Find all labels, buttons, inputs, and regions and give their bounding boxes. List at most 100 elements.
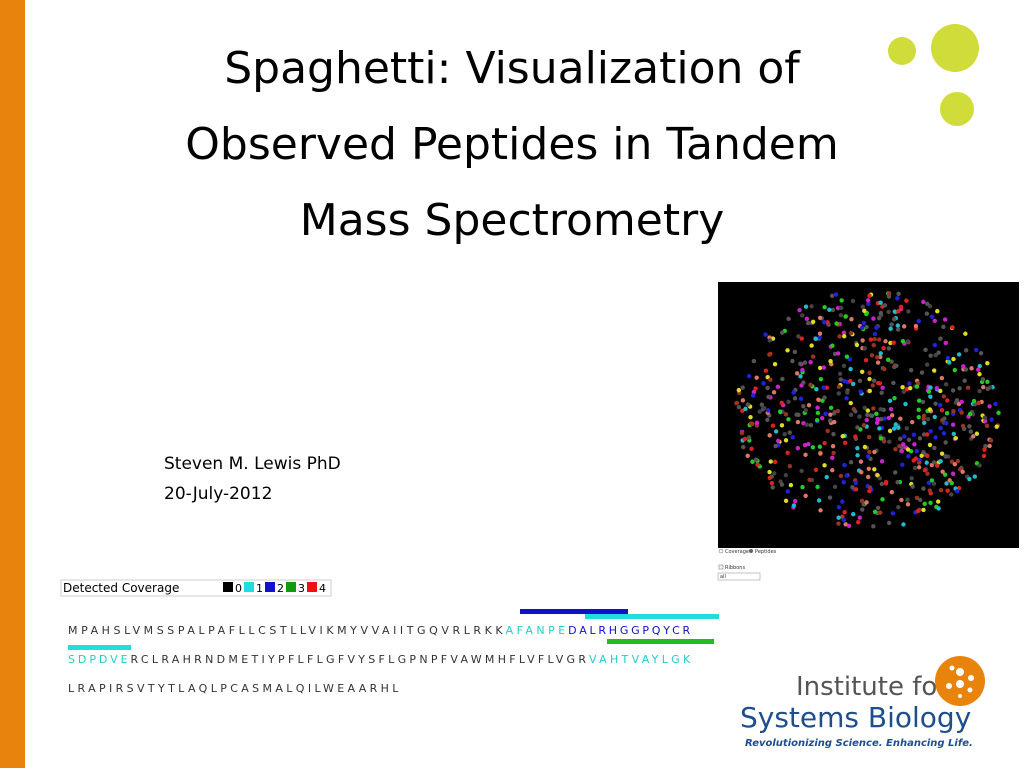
atom (804, 316, 810, 322)
atom (767, 338, 773, 343)
atom (931, 460, 937, 465)
atom (751, 358, 757, 364)
atom (831, 411, 837, 416)
atom (792, 498, 798, 504)
atom (870, 383, 875, 388)
atom (791, 390, 796, 395)
atom (932, 445, 937, 451)
atom (864, 500, 869, 505)
atom (882, 366, 887, 372)
atom (840, 499, 845, 504)
atom (932, 414, 937, 420)
atom (899, 449, 905, 454)
radio[interactable] (718, 548, 724, 554)
atom (821, 385, 826, 390)
side-bar (0, 0, 25, 768)
atom (743, 406, 748, 412)
atom (865, 298, 871, 303)
atom (849, 316, 854, 322)
atom (949, 459, 955, 464)
atom (878, 417, 884, 422)
author-block: Steven M. Lewis PhD 20-July-2012 (164, 454, 341, 504)
atom (889, 322, 894, 327)
select[interactable] (717, 572, 761, 581)
atom (818, 508, 823, 513)
atom (871, 342, 876, 348)
atom (932, 368, 937, 373)
atom (841, 480, 846, 485)
atom (759, 402, 765, 407)
atom (906, 437, 912, 443)
atom (905, 502, 911, 507)
atom (901, 324, 907, 329)
atom (757, 409, 762, 414)
atom (800, 313, 805, 318)
atom (893, 422, 898, 427)
coverage-legend: Detected Coverage 0 1 2 3 4 (60, 579, 332, 597)
atom (866, 301, 871, 307)
atom (977, 388, 982, 394)
atom (879, 390, 884, 396)
atom (854, 342, 860, 348)
atom (902, 434, 907, 439)
atom (916, 407, 921, 413)
atom (755, 462, 760, 467)
atom (942, 416, 947, 421)
atom (874, 420, 880, 426)
atom (772, 471, 777, 476)
atom (921, 486, 926, 491)
atom (871, 378, 877, 383)
atom (944, 421, 949, 426)
atom (863, 357, 869, 363)
atom (824, 474, 829, 480)
checkbox[interactable] (718, 564, 724, 570)
atom (868, 337, 874, 342)
atom (842, 378, 847, 384)
atom (816, 498, 822, 503)
atom (924, 460, 929, 465)
atom (869, 353, 875, 358)
atom (901, 389, 907, 395)
atom (850, 298, 856, 304)
radio[interactable] (749, 549, 753, 553)
atom (922, 501, 927, 507)
atom (909, 476, 914, 481)
atom (882, 303, 888, 308)
atom (904, 426, 909, 431)
dot (958, 694, 962, 698)
atom (848, 412, 854, 418)
atom (891, 426, 897, 431)
atom (951, 408, 956, 414)
title-line: Observed Peptides in Tandem (185, 119, 838, 170)
atom (962, 378, 967, 383)
atom (804, 422, 809, 427)
atom (785, 348, 790, 353)
atom (940, 469, 945, 474)
atom (773, 459, 778, 465)
dot (967, 687, 973, 693)
atom (818, 377, 824, 382)
atom (823, 411, 828, 417)
atom (810, 319, 816, 324)
atom (959, 399, 964, 405)
atom (921, 507, 926, 513)
atom (886, 346, 892, 351)
atom (950, 325, 955, 330)
atom (765, 417, 770, 423)
atom (762, 405, 767, 411)
atom (768, 377, 773, 382)
atom (871, 406, 876, 411)
atom (889, 489, 895, 495)
atom (750, 459, 755, 464)
atom (791, 503, 797, 508)
atom (921, 432, 927, 437)
atom (846, 523, 852, 529)
atom (987, 404, 992, 409)
atom (835, 351, 841, 356)
atom (766, 394, 771, 400)
atom (929, 314, 935, 319)
atom (894, 363, 899, 369)
atom (750, 421, 755, 427)
legend-level: 3 (298, 582, 305, 595)
